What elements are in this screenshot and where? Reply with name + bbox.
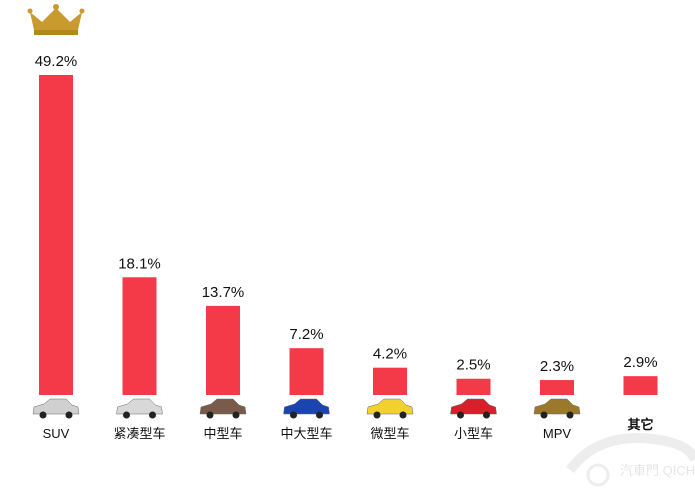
bar [456, 378, 491, 395]
category-label: 小型车 [454, 426, 493, 441]
category-label: SUV [43, 426, 70, 441]
category-label: 紧凑型车 [113, 426, 165, 441]
bar [289, 348, 324, 395]
car-icon [366, 398, 414, 419]
watermark-text: 汽車門 QICHEMEN.COM [620, 463, 695, 478]
data-label: 2.5% [456, 357, 490, 374]
bar [623, 376, 658, 395]
car-icon [450, 398, 497, 419]
category-label: MPV [543, 426, 572, 441]
car-icon [199, 398, 247, 419]
crown-icon [27, 4, 85, 35]
data-label: 4.2% [373, 346, 407, 363]
category-label: 中大型车 [280, 426, 332, 441]
car-icon [283, 398, 330, 419]
car-icon [32, 398, 80, 419]
bar [206, 305, 240, 395]
data-label: 2.3% [540, 358, 574, 375]
category-label: 其它 [627, 417, 653, 432]
car-icon [116, 398, 163, 419]
category-label: 中型车 [203, 426, 242, 441]
car-icon [533, 398, 581, 419]
bar [122, 277, 157, 395]
bar [540, 380, 574, 395]
category-label: 微型车 [370, 426, 409, 441]
bar [39, 75, 73, 395]
data-label: 7.2% [289, 326, 323, 343]
data-label: 18.1% [118, 255, 161, 272]
watermark: 汽車門 QICHEMEN.COM [566, 433, 695, 487]
data-label: 2.9% [623, 354, 657, 371]
data-label: 13.7% [202, 284, 245, 301]
bar [373, 367, 407, 395]
data-label: 49.2% [35, 53, 78, 70]
